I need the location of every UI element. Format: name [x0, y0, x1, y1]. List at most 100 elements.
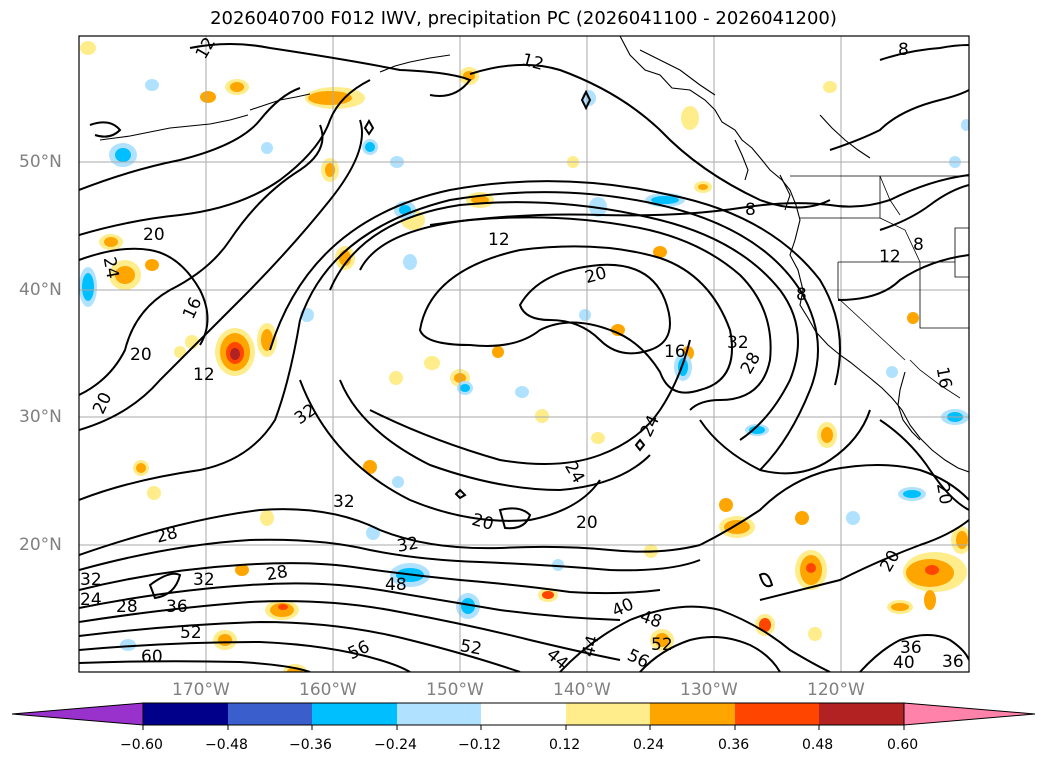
precip-blob [653, 246, 667, 258]
contour-line [454, 488, 467, 500]
contour-line [79, 620, 521, 672]
precip-blob [806, 563, 816, 573]
contour-line [639, 635, 781, 672]
map-plot-area: 12 12 12 8 8 8 8 12 20 24 16 20 12 20 20… [79, 36, 969, 673]
colorbar-tick-label: −0.60 [120, 737, 163, 753]
contour-line [879, 184, 969, 231]
colorbar-tick-label: −0.24 [374, 737, 417, 753]
contour-label: 32 [333, 492, 355, 512]
contour-line [498, 507, 532, 530]
colorbar-tick-label: 0.60 [887, 737, 919, 753]
precip-blob [823, 81, 837, 93]
contour-line [79, 660, 311, 672]
colorbar-segment [566, 703, 650, 725]
colorbar-segment [312, 703, 397, 725]
precip-blob [389, 371, 403, 385]
colorbar-segment [397, 703, 481, 725]
contour-label: 20 [130, 345, 152, 365]
contour-label: 8 [796, 285, 807, 305]
precip-blob [749, 426, 765, 434]
precip-blob [278, 604, 288, 610]
precip-blob [724, 520, 750, 534]
lat-label: 20°N [19, 535, 62, 555]
contour-line [369, 339, 691, 465]
contour-line [359, 216, 772, 411]
colorbar-segment [819, 703, 904, 725]
precip-blob [174, 346, 186, 358]
precip-blob [80, 41, 96, 55]
precip-blob [218, 634, 232, 646]
contour-label: 24 [99, 255, 122, 280]
contour-line [89, 121, 122, 138]
precip-blob [611, 324, 625, 336]
precip-blob [230, 82, 244, 92]
contour-line [79, 582, 621, 621]
precip-blob [366, 526, 380, 540]
precip-blob [515, 386, 529, 398]
contour-line [879, 419, 969, 511]
precip-blob [115, 266, 135, 284]
contour-label: 12 [488, 230, 510, 250]
precip-blob [235, 564, 249, 576]
state-borders [790, 175, 969, 399]
contour-line [758, 572, 774, 588]
precip-blob [230, 348, 240, 360]
contour-line [879, 44, 969, 61]
contour-label: 12 [879, 247, 901, 267]
colorbar-tick-label: 0.48 [802, 737, 834, 753]
contour-line [339, 379, 651, 492]
colorbar-tick-label: −0.48 [205, 737, 248, 753]
precip-blob [552, 559, 564, 571]
contour-line [829, 89, 969, 151]
lon-label: 130°W [680, 680, 738, 700]
precip-blob [261, 329, 273, 351]
precip-blob [907, 312, 919, 324]
contour-line [299, 379, 601, 522]
contour-line [79, 562, 661, 595]
precip-blob [821, 427, 833, 443]
lat-label: 30°N [19, 407, 62, 427]
precip-blob [363, 460, 377, 474]
contour-line [79, 640, 411, 672]
precip-blob [846, 511, 860, 525]
contour-label: 40 [893, 653, 915, 673]
contour-label: 32 [727, 333, 749, 353]
precip-blob [261, 142, 273, 154]
contour-line [79, 79, 371, 236]
colorbar-segment [650, 703, 735, 725]
colorbar-segment [228, 703, 312, 725]
colorbar-tick-label: −0.12 [458, 737, 501, 753]
contour-label: 8 [913, 235, 924, 255]
contour-label: 36 [942, 652, 964, 672]
contour-line [559, 605, 831, 672]
contour-line [79, 538, 701, 572]
contour-line [79, 124, 324, 396]
coastlines [99, 36, 969, 473]
map-frame [78, 35, 970, 673]
precip-shading [79, 41, 969, 672]
contour-line [189, 43, 472, 97]
precip-blob [961, 119, 969, 131]
precip-blob [145, 79, 159, 91]
contour-line [79, 119, 363, 431]
contour-label: 52 [180, 623, 202, 643]
precip-blob [903, 490, 921, 498]
precip-blob [542, 591, 554, 599]
precip-blob [270, 603, 294, 617]
lon-label: 140°W [553, 680, 611, 700]
contour-line [79, 87, 301, 191]
contour-label: 52 [651, 635, 673, 655]
colorbar-tick-label: −0.36 [289, 737, 332, 753]
lon-label: 120°W [807, 680, 865, 700]
precip-blob [579, 309, 591, 321]
precip-blob [759, 618, 771, 632]
graticule [79, 36, 969, 672]
precip-blob [886, 366, 898, 378]
contour-label: 28 [116, 597, 138, 617]
contour-label: 8 [898, 40, 909, 60]
precip-blob [461, 598, 475, 614]
colorbar-tick-label: 0.12 [549, 737, 581, 753]
contour-line [79, 319, 301, 501]
precip-blob [471, 196, 489, 204]
